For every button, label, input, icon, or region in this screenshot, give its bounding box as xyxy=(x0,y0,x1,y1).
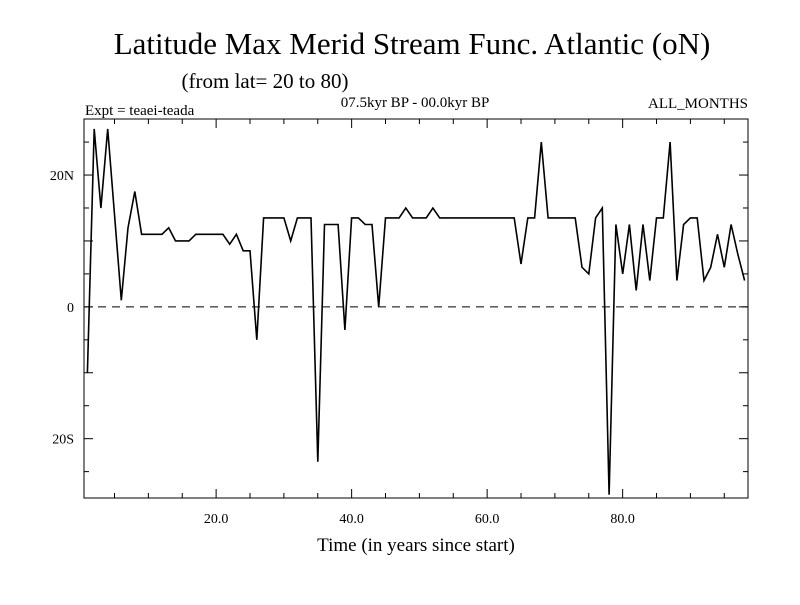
experiment-label: Expt = teaei-teada xyxy=(85,103,195,119)
axis-ticks xyxy=(84,119,748,498)
chart-subtitle: (from lat= 20 to 80) xyxy=(182,69,349,93)
x-tick-label: 40.0 xyxy=(339,512,364,527)
axis-tick-labels: 20.0 40.0 60.0 80.0 20N 0 20S xyxy=(50,169,635,527)
series-line xyxy=(86,128,746,495)
x-tick-label: 20.0 xyxy=(204,512,229,527)
chart-title: Latitude Max Merid Stream Func. Atlantic… xyxy=(114,26,711,61)
y-tick-label: 0 xyxy=(67,301,74,316)
x-tick-label: 80.0 xyxy=(610,512,635,527)
plot-frame xyxy=(83,118,749,499)
months-label: ALL_MONTHS xyxy=(648,96,748,112)
time-range-label: 07.5kyr BP - 00.0kyr BP xyxy=(341,95,490,111)
y-tick-label: 20N xyxy=(50,169,74,184)
x-axis-label: Time (in years since start) xyxy=(317,535,515,556)
x-tick-label: 60.0 xyxy=(475,512,500,527)
y-tick-label: 20S xyxy=(52,433,74,448)
